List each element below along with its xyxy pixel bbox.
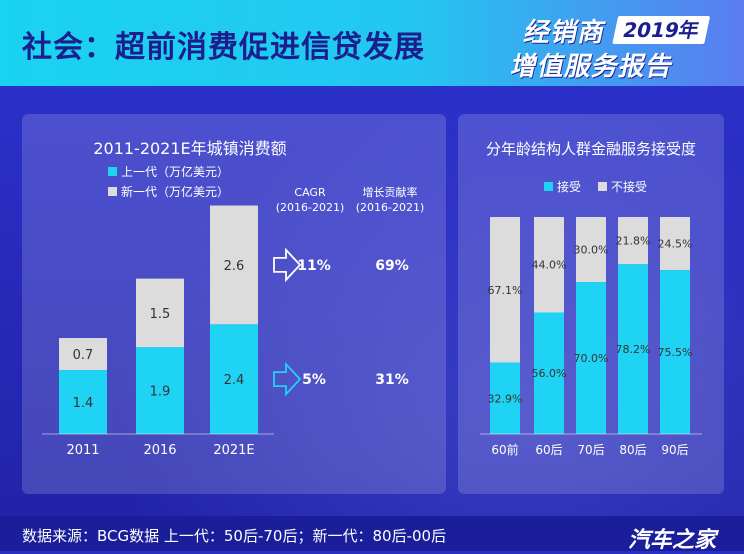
brand-logo: 经销商 2019年 增值服务报告: [508, 10, 732, 82]
legend-swatch: [598, 182, 607, 191]
bar-value-label: 21.8%: [616, 235, 651, 248]
bar-value-label: 44.0%: [532, 259, 567, 272]
x-tick-label: 2021E: [213, 443, 254, 458]
bar-segment: [59, 338, 107, 371]
x-tick-label: 90后: [661, 443, 688, 457]
title-bar: 社会：超前消费促进信贷发展 经销商 2019年 增值服务报告: [0, 0, 744, 86]
bar-value-label: 30.0%: [574, 244, 609, 257]
bar-segment: [136, 347, 184, 434]
brand-main: 经销商: [521, 18, 609, 48]
consumption-panel: 2011-2021E年城镇消费额上一代（万亿美元） 新一代（万亿美元） CAGR (2…: [22, 114, 446, 494]
chart-title: 分年龄结构人群金融服务接受度: [486, 140, 696, 158]
contribution-value: 31%: [375, 372, 409, 388]
bar-value-label: 32.9%: [488, 392, 523, 405]
x-tick-label: 2011: [66, 443, 99, 458]
x-tick-label: 2016: [143, 443, 176, 458]
bar-segment: [576, 217, 606, 283]
bar-segment: [534, 312, 564, 434]
bar-segment: [618, 217, 648, 265]
bar-segment: [576, 282, 606, 434]
bar-value-label: 0.7: [73, 348, 94, 363]
bar-value-label: 67.1%: [488, 284, 523, 297]
contribution-subheader: (2016-2021): [356, 201, 425, 214]
legend-label: 新一代（万亿美元）: [121, 184, 229, 199]
bar-value-label: 2.6: [224, 259, 245, 274]
bar-value-label: 24.5%: [658, 238, 693, 251]
bar-segment: [210, 205, 258, 325]
acceptance-panel: 分年龄结构人群金融服务接受度接受 不接受 67.1% 32.9% 60前 44.0% 56.…: [458, 114, 724, 494]
cagr-value: 5%: [302, 372, 326, 388]
arrow-icon: [273, 361, 302, 397]
x-tick-label: 60前: [491, 442, 518, 457]
bar-value-label: 75.5%: [658, 346, 693, 359]
cagr-value: 11%: [297, 258, 331, 274]
watermark-logo: 汽车之家: [627, 528, 716, 553]
bar-value-label: 70.0%: [574, 352, 609, 365]
legend-label: 不接受: [611, 179, 647, 194]
bar-value-label: 1.5: [150, 307, 171, 322]
legend-label: 上一代（万亿美元）: [121, 164, 229, 179]
bar-segment: [210, 324, 258, 434]
source-note: 数据来源：BCG数据 上一代：50后-70后；新一代：80后-00后: [22, 527, 447, 545]
bar-segment: [660, 270, 690, 434]
brand-sub: 增值服务报告: [508, 52, 677, 82]
cagr-subheader: (2016-2021): [276, 201, 345, 214]
bar-value-label: 2.4: [224, 373, 245, 388]
legend-swatch: [108, 167, 117, 176]
legend-label: 接受: [557, 179, 581, 194]
bar-value-label: 1.4: [73, 396, 94, 411]
bar-segment: [59, 370, 107, 434]
bar-segment: [136, 278, 184, 348]
bar-value-label: 78.2%: [616, 343, 651, 356]
bar-value-label: 56.0%: [532, 367, 567, 380]
bar-segment: [490, 362, 520, 434]
bar-value-label: 1.9: [150, 385, 171, 400]
chart-title: 2011-2021E年城镇消费额: [93, 139, 286, 158]
legend-swatch: [108, 187, 117, 196]
bar-segment: [660, 217, 690, 271]
contribution-header: 增长贡献率: [363, 185, 418, 199]
bar-segment: [618, 264, 648, 434]
brand-year: 2019年: [612, 16, 710, 44]
arrow-icon: [273, 247, 302, 283]
x-tick-label: 70后: [577, 443, 604, 457]
footer-bar: [0, 516, 744, 551]
bar-segment: [534, 217, 564, 313]
page-title: 社会：超前消费促进信贷发展: [22, 30, 425, 65]
bar-segment: [490, 217, 520, 363]
legend-swatch: [544, 182, 553, 191]
x-tick-label: 80后: [619, 443, 646, 457]
contribution-value: 69%: [375, 258, 409, 274]
x-tick-label: 60后: [535, 443, 562, 457]
cagr-header: CAGR: [294, 186, 326, 199]
